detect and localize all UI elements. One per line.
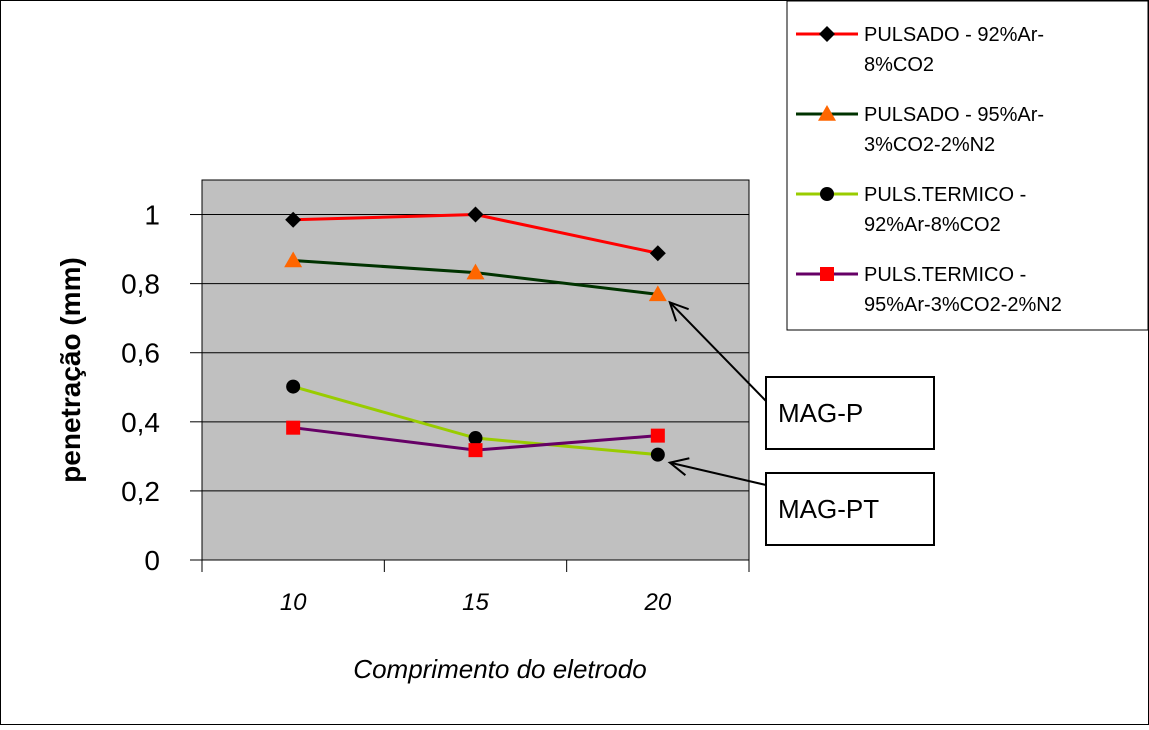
legend-label-2: PULSADO - 95%Ar- xyxy=(864,104,1044,126)
x-tick-label: 20 xyxy=(643,589,671,616)
data-point-series-2 xyxy=(284,251,303,268)
annotation-arrowhead xyxy=(667,457,690,476)
data-point-series-3 xyxy=(286,379,301,394)
annotations: MAG-P MAG-PT xyxy=(667,300,935,546)
annotation-box xyxy=(765,376,935,450)
annotation-label: MAG-PT xyxy=(778,494,879,524)
legend-label-2-cont: 3%CO2-2%N2 xyxy=(864,134,995,156)
data-point-series-1 xyxy=(467,206,484,223)
y-axis-title: penetração (mm) xyxy=(55,257,86,483)
data-point-series-2 xyxy=(648,285,667,302)
data-point-series-3 xyxy=(650,447,665,462)
legend-label-1: PULSADO - 92%Ar- xyxy=(864,24,1044,46)
legend-label-4-cont: 95%Ar-3%CO2-2%N2 xyxy=(864,294,1062,316)
annotation-box xyxy=(765,472,935,546)
legend-marker-3 xyxy=(820,187,834,201)
annotation-arrow-line xyxy=(669,461,767,486)
y-tick-label: 0,2 xyxy=(121,476,160,507)
data-point-series-2 xyxy=(466,263,485,280)
legend: PULSADO - 92%Ar- 8%CO2 PULSADO - 95%Ar- 3%C… xyxy=(786,0,1149,331)
data-point-series-4 xyxy=(468,443,483,458)
legend-marker-1 xyxy=(819,26,835,42)
axes: 0 0,2 0,4 0,6 0,8 1 10 15 20 xyxy=(121,200,750,616)
plot-area xyxy=(201,179,750,561)
annotation-arrowhead xyxy=(668,300,689,322)
y-tick-label: 0,8 xyxy=(121,269,160,300)
annotation-arrow-line xyxy=(669,301,767,402)
y-tick-label: 0,6 xyxy=(121,338,160,369)
x-tick-label: 15 xyxy=(462,589,489,616)
legend-label-4: PULS.TERMICO - xyxy=(864,264,1026,286)
annotation-label: MAG-P xyxy=(778,398,863,428)
data-point-series-1 xyxy=(285,211,302,228)
data-point-series-3 xyxy=(468,431,483,446)
y-tick-label: 1 xyxy=(144,200,160,231)
series-layer xyxy=(284,206,667,462)
y-tick-label: 0,4 xyxy=(121,407,160,438)
legend-label-3: PULS.TERMICO - xyxy=(864,184,1026,206)
data-point-series-1 xyxy=(649,245,666,262)
legend-marker-4 xyxy=(820,267,834,281)
legend-label-1-cont: 8%CO2 xyxy=(864,54,934,76)
legend-label-3-cont: 92%Ar-8%CO2 xyxy=(864,214,1001,236)
data-point-series-4 xyxy=(286,420,301,435)
x-axis-title: Comprimento do eletrodo xyxy=(353,654,646,684)
data-point-series-4 xyxy=(650,428,665,443)
x-tick-label: 10 xyxy=(280,589,307,616)
y-tick-label: 0 xyxy=(144,545,160,576)
legend-marker-2 xyxy=(818,105,836,121)
